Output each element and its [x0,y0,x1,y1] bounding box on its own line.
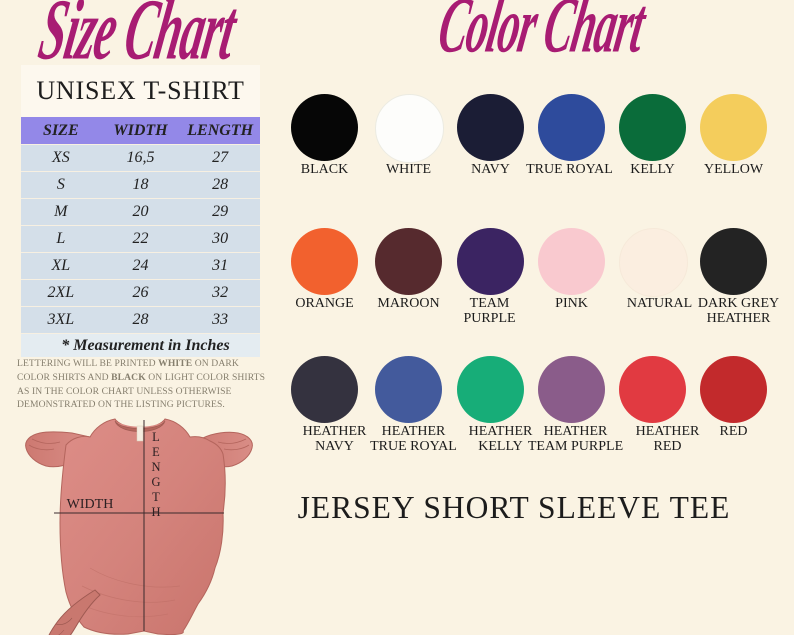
svg-text:L: L [152,430,160,444]
svg-text:WIDTH: WIDTH [67,497,114,512]
svg-text:H: H [151,505,160,519]
svg-text:N: N [151,460,160,474]
svg-text:G: G [151,475,160,489]
svg-text:E: E [152,445,160,459]
svg-text:T: T [152,490,160,504]
